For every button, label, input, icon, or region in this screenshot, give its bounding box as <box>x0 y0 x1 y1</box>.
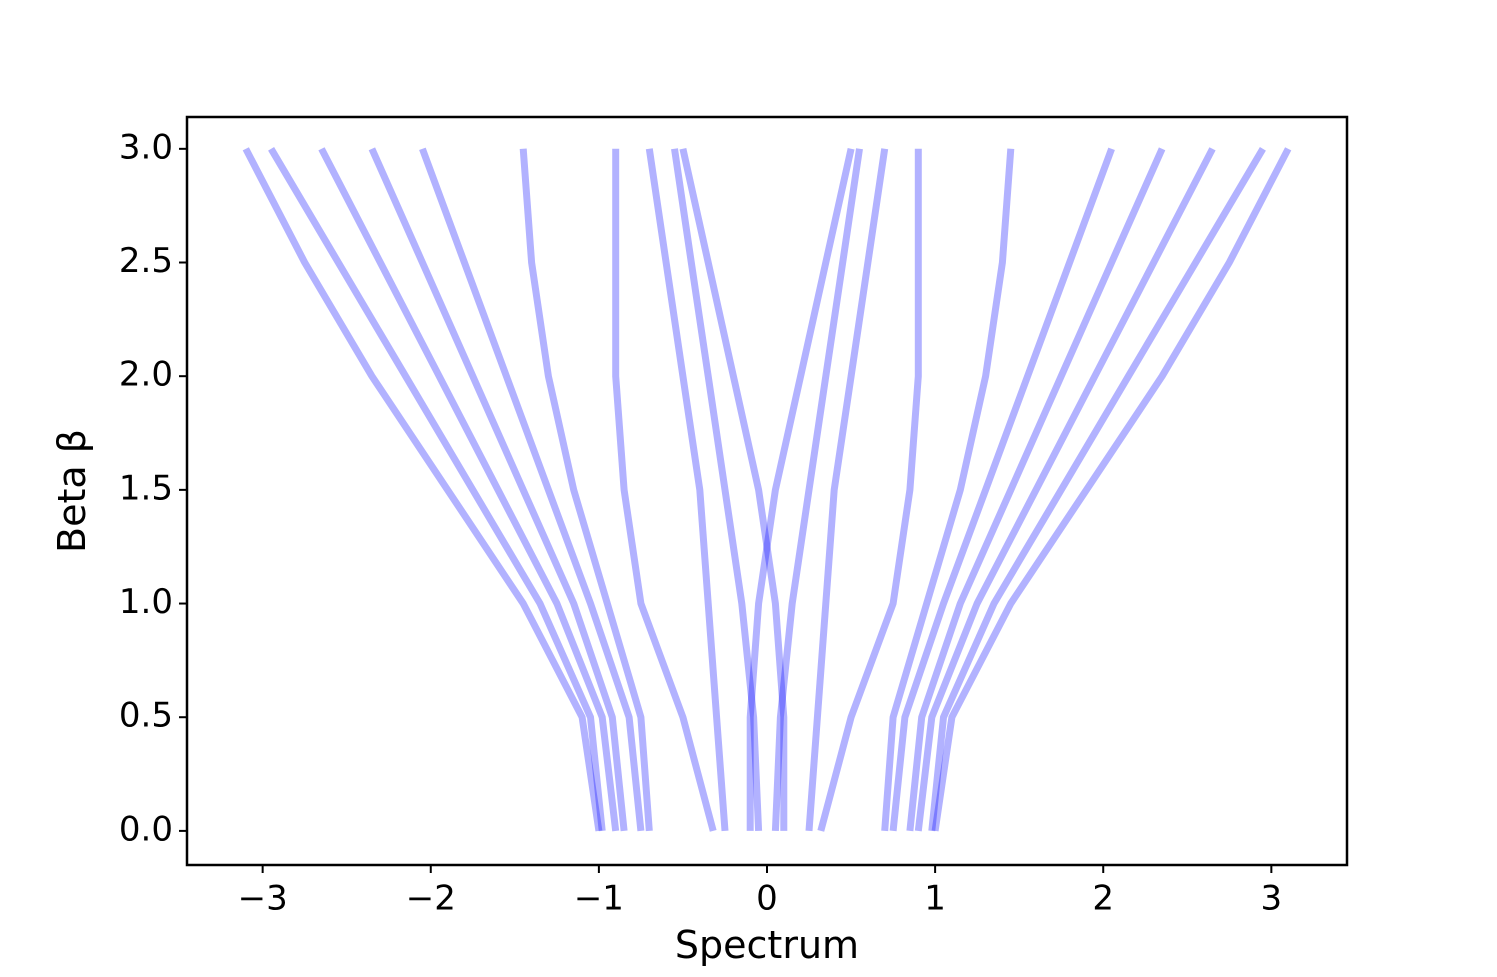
spectrum-curve <box>268 147 606 832</box>
y-axis-label: Beta β <box>50 429 94 553</box>
x-axis-label: Spectrum <box>675 923 859 967</box>
x-tick-label: 1 <box>924 879 946 919</box>
x-tick-label: 0 <box>756 879 778 919</box>
y-tick-label: 2.5 <box>119 241 173 281</box>
spectrum-curve <box>519 148 653 832</box>
spectrum-curve <box>817 148 922 832</box>
spectrum-curve <box>928 147 1266 832</box>
spectrum-curve <box>771 148 863 832</box>
spectrum-curve <box>671 148 763 832</box>
y-tick-label: 3.0 <box>119 127 173 167</box>
spectrum-curve <box>805 148 889 832</box>
x-tick-label: −3 <box>238 879 288 919</box>
y-tick-label: 0.5 <box>119 696 173 736</box>
x-tick-label: −2 <box>406 879 456 919</box>
spectrum-curve <box>889 147 1115 832</box>
spectrum-curve <box>419 147 645 832</box>
y-tick-label: 0.0 <box>119 809 173 849</box>
x-tick-label: 2 <box>1092 879 1114 919</box>
y-tick-label: 2.0 <box>119 355 173 395</box>
spectrum-curve <box>746 148 855 831</box>
spectrum-curve <box>318 147 620 832</box>
spectrum-curve <box>679 148 788 831</box>
y-tick-label: 1.5 <box>119 468 173 508</box>
spectrum-curve <box>906 147 1166 832</box>
y-tick-label: 1.0 <box>119 582 173 622</box>
spectrum-curve <box>881 148 1015 832</box>
spectrum-curve <box>368 147 628 832</box>
spectrum-curve <box>645 148 729 832</box>
spectrum-curve <box>931 147 1292 832</box>
x-tick-label: −1 <box>574 879 624 919</box>
spectrum-curve <box>242 147 603 832</box>
x-tick-label: 3 <box>1261 879 1283 919</box>
spectrum-curve <box>612 148 717 832</box>
spectrum-curve <box>914 147 1216 832</box>
